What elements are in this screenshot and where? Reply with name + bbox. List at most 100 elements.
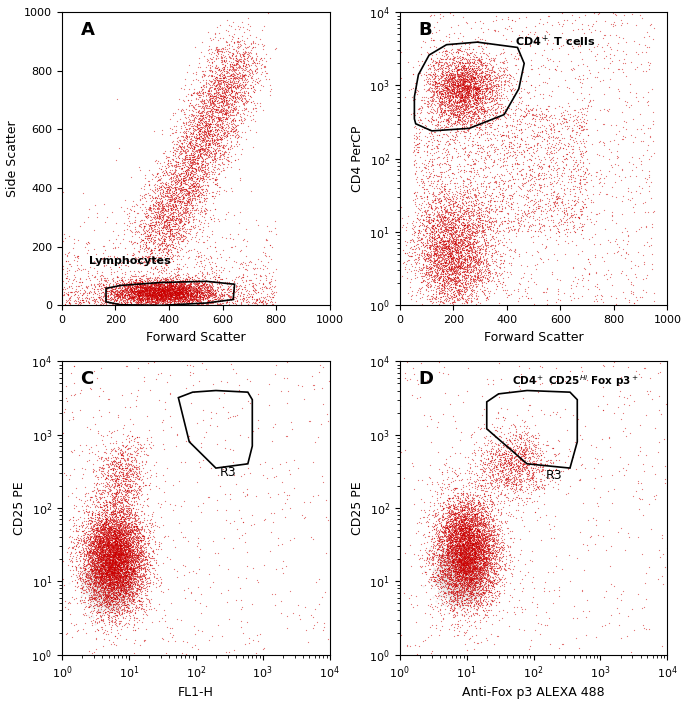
Point (111, 546, 122, 558)
Point (115, 264, 126, 275)
Point (175, 197, 186, 208)
Point (177, 290, 188, 301)
Point (475, 215, 486, 226)
Point (115, 571, 126, 582)
Point (181, 203, 192, 214)
Point (163, 291, 174, 302)
Point (179, 290, 190, 302)
Point (109, 559, 120, 570)
Point (444, 584, 455, 595)
Point (182, 130, 193, 142)
Point (163, 274, 174, 285)
Point (177, 281, 188, 293)
Point (438, 221, 449, 233)
Point (473, 214, 484, 225)
Point (458, 558, 469, 569)
Point (179, 204, 190, 216)
Point (144, 296, 155, 307)
Point (434, 226, 445, 238)
Point (122, 578, 133, 589)
Point (160, 239, 171, 250)
Point (178, 291, 189, 302)
Point (156, 238, 167, 250)
Point (445, 217, 456, 228)
Point (110, 572, 121, 583)
Point (465, 572, 476, 584)
Point (111, 424, 122, 435)
Point (466, 559, 477, 570)
Point (462, 586, 473, 597)
Point (133, 280, 144, 291)
Point (447, 536, 458, 547)
Point (156, 585, 167, 596)
Point (125, 568, 136, 579)
Point (105, 573, 116, 584)
Point (148, 253, 159, 264)
Point (108, 636, 119, 647)
Point (114, 534, 125, 546)
Point (421, 84, 432, 95)
Point (471, 532, 482, 543)
Point (192, 298, 203, 309)
Point (434, 99, 445, 110)
Point (184, 169, 195, 180)
Point (101, 548, 112, 560)
Point (451, 571, 462, 582)
Point (181, 168, 192, 179)
Point (461, 587, 472, 598)
Point (159, 289, 170, 300)
Point (122, 501, 133, 512)
Point (467, 573, 478, 584)
Point (171, 273, 182, 284)
Point (90, 572, 101, 583)
Point (492, 113, 503, 124)
Point (449, 76, 460, 87)
Point (107, 524, 118, 535)
Point (474, 70, 485, 82)
Point (167, 289, 178, 300)
Point (412, 146, 423, 157)
Point (181, 104, 192, 115)
Point (120, 570, 131, 582)
Point (431, 555, 442, 566)
Point (139, 532, 150, 543)
Point (442, 116, 453, 128)
Point (103, 590, 114, 601)
Point (229, 104, 240, 116)
Point (146, 289, 157, 300)
Point (475, 572, 486, 584)
Point (106, 568, 117, 579)
Point (468, 582, 479, 594)
Point (177, 295, 188, 306)
Point (472, 560, 483, 572)
Point (477, 221, 488, 233)
Point (455, 204, 466, 215)
Point (554, 590, 565, 601)
Point (100, 581, 111, 592)
Point (210, 85, 221, 96)
Point (142, 295, 153, 306)
Point (477, 142, 488, 154)
Point (104, 575, 115, 586)
Point (189, 292, 200, 303)
Point (102, 577, 113, 589)
Point (84, 538, 95, 549)
Point (152, 286, 163, 297)
Point (440, 567, 451, 578)
Point (210, 156, 221, 167)
Point (472, 87, 483, 99)
Point (433, 193, 444, 204)
Point (100, 542, 111, 553)
Point (120, 563, 131, 574)
Point (105, 565, 116, 577)
Point (459, 100, 470, 111)
Point (140, 572, 151, 583)
Point (523, 201, 534, 212)
Point (177, 186, 188, 197)
Point (471, 565, 482, 576)
Point (443, 585, 454, 596)
Point (104, 551, 115, 562)
Point (463, 578, 474, 589)
Point (115, 287, 126, 298)
Point (442, 547, 453, 558)
